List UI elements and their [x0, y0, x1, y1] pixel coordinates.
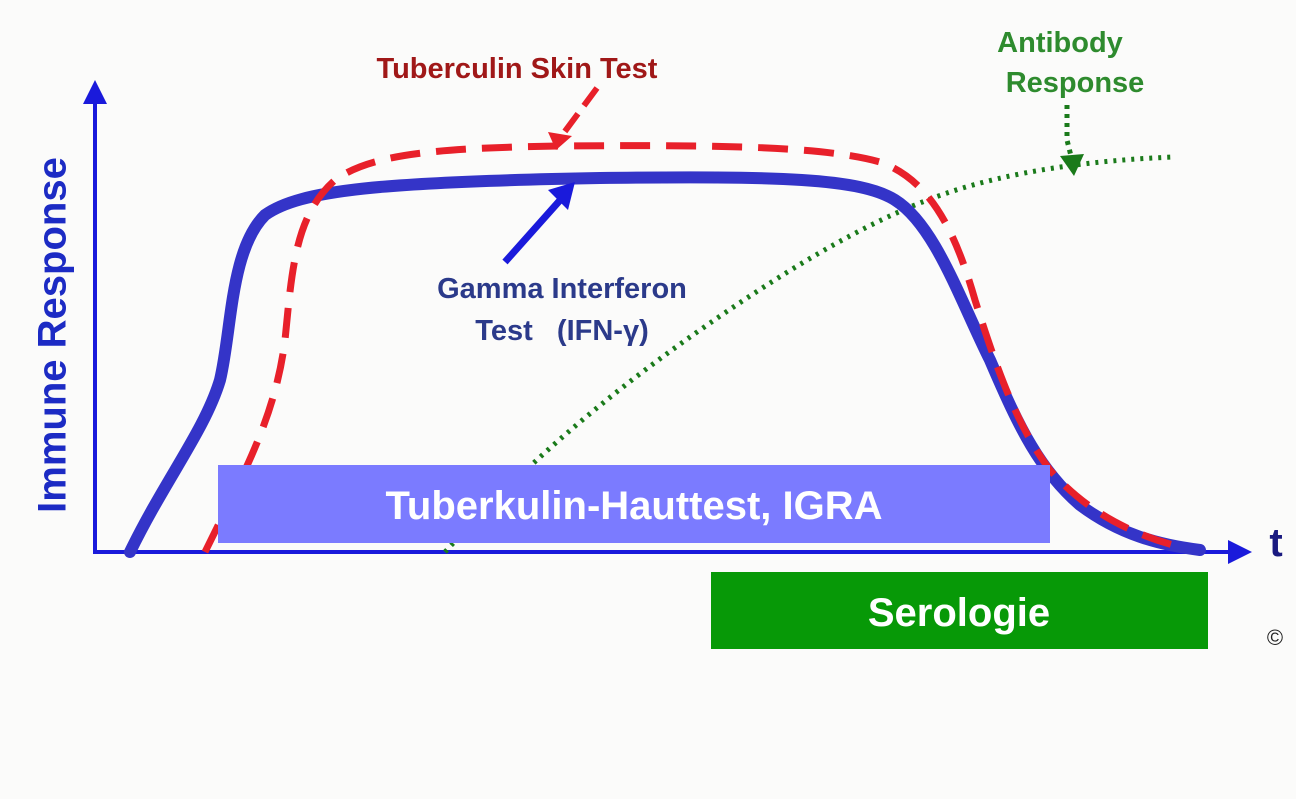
x-axis-arrow: [1228, 540, 1252, 564]
antibody-pointer: [1064, 105, 1075, 161]
copyright: ©: [1267, 625, 1283, 650]
igra-box: [218, 465, 1050, 543]
gamma-pointer: [502, 195, 565, 265]
antibody-pointer-head: [1060, 154, 1084, 176]
serology-label: Serologie: [868, 591, 1050, 635]
gamma-label: Test (IFN-γ): [475, 315, 648, 347]
tuberculin-pointer: [557, 86, 600, 140]
x-axis-label: t: [1269, 521, 1282, 565]
gamma-label: Gamma Interferon: [437, 273, 687, 305]
gamma-pointer-head: [548, 182, 575, 210]
igra-label: Tuberkulin-Hauttest, IGRA: [385, 484, 882, 528]
y-axis-arrow: [83, 80, 107, 104]
serology-box: [711, 572, 1208, 649]
antibody-label: Response: [1006, 67, 1145, 99]
antibody-curve: [443, 154, 1176, 554]
tuberculin-curve: [201, 142, 1186, 554]
y-axis-label: Immune Response: [31, 157, 75, 513]
antibody-label: Antibody: [997, 27, 1123, 59]
tuberculin-label: Tuberculin Skin Test: [377, 53, 658, 85]
tuberculin-pointer-head: [548, 132, 572, 150]
